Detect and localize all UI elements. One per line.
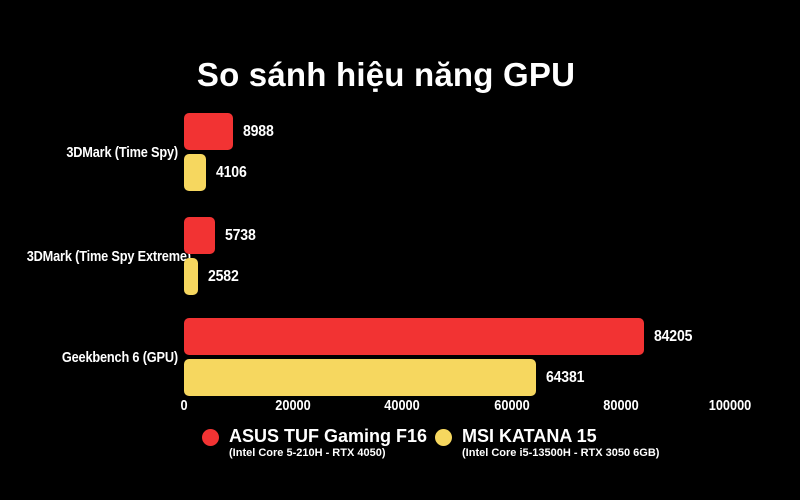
bar-yellow <box>184 154 206 191</box>
chart-title: So sánh hiệu năng GPU <box>196 56 576 93</box>
bar-value-label: 64381 <box>546 369 585 386</box>
category-label: 3DMark (Time Spy Extreme) <box>26 248 191 265</box>
legend-subtitle-asus: (Intel Core 5-210H - RTX 4050) <box>229 447 386 459</box>
bar-yellow <box>184 359 536 396</box>
category-label: 3DMark (Time Spy) <box>66 144 178 161</box>
x-axis-tick-label: 20000 <box>275 397 311 414</box>
x-axis-tick-label: 100000 <box>708 397 752 414</box>
legend-item-asus: ASUS TUF Gaming F16 (Intel Core 5-210H -… <box>202 426 428 460</box>
category-label: Geekbench 6 (GPU) <box>61 349 178 366</box>
bar-yellow <box>184 258 198 295</box>
legend-dot-red-icon <box>202 429 219 446</box>
bar-value-label: 5738 <box>225 227 256 244</box>
legend-item-msi: MSI KATANA 15 (Intel Core i5-13500H - RT… <box>435 426 660 460</box>
bar-value-label: 4106 <box>216 164 247 181</box>
legend-name-asus: ASUS TUF Gaming F16 <box>229 426 428 446</box>
x-axis-tick-label: 40000 <box>384 397 421 414</box>
bar-red <box>184 217 215 254</box>
legend: ASUS TUF Gaming F16 (Intel Core 5-210H -… <box>202 426 660 460</box>
x-axis-tick-label: 80000 <box>603 397 639 414</box>
bar-value-label: 8988 <box>243 123 274 140</box>
bar-value-label: 2582 <box>208 268 239 285</box>
legend-dot-yellow-icon <box>435 429 452 446</box>
bar-value-label: 84205 <box>654 328 693 345</box>
bar-red <box>184 113 233 150</box>
x-axis-tick-label: 60000 <box>493 397 530 414</box>
legend-name-msi: MSI KATANA 15 <box>462 426 597 446</box>
legend-subtitle-msi: (Intel Core i5-13500H - RTX 3050 6GB) <box>462 447 660 459</box>
x-axis-tick-label: 0 <box>180 397 188 414</box>
bar-red <box>184 318 644 355</box>
